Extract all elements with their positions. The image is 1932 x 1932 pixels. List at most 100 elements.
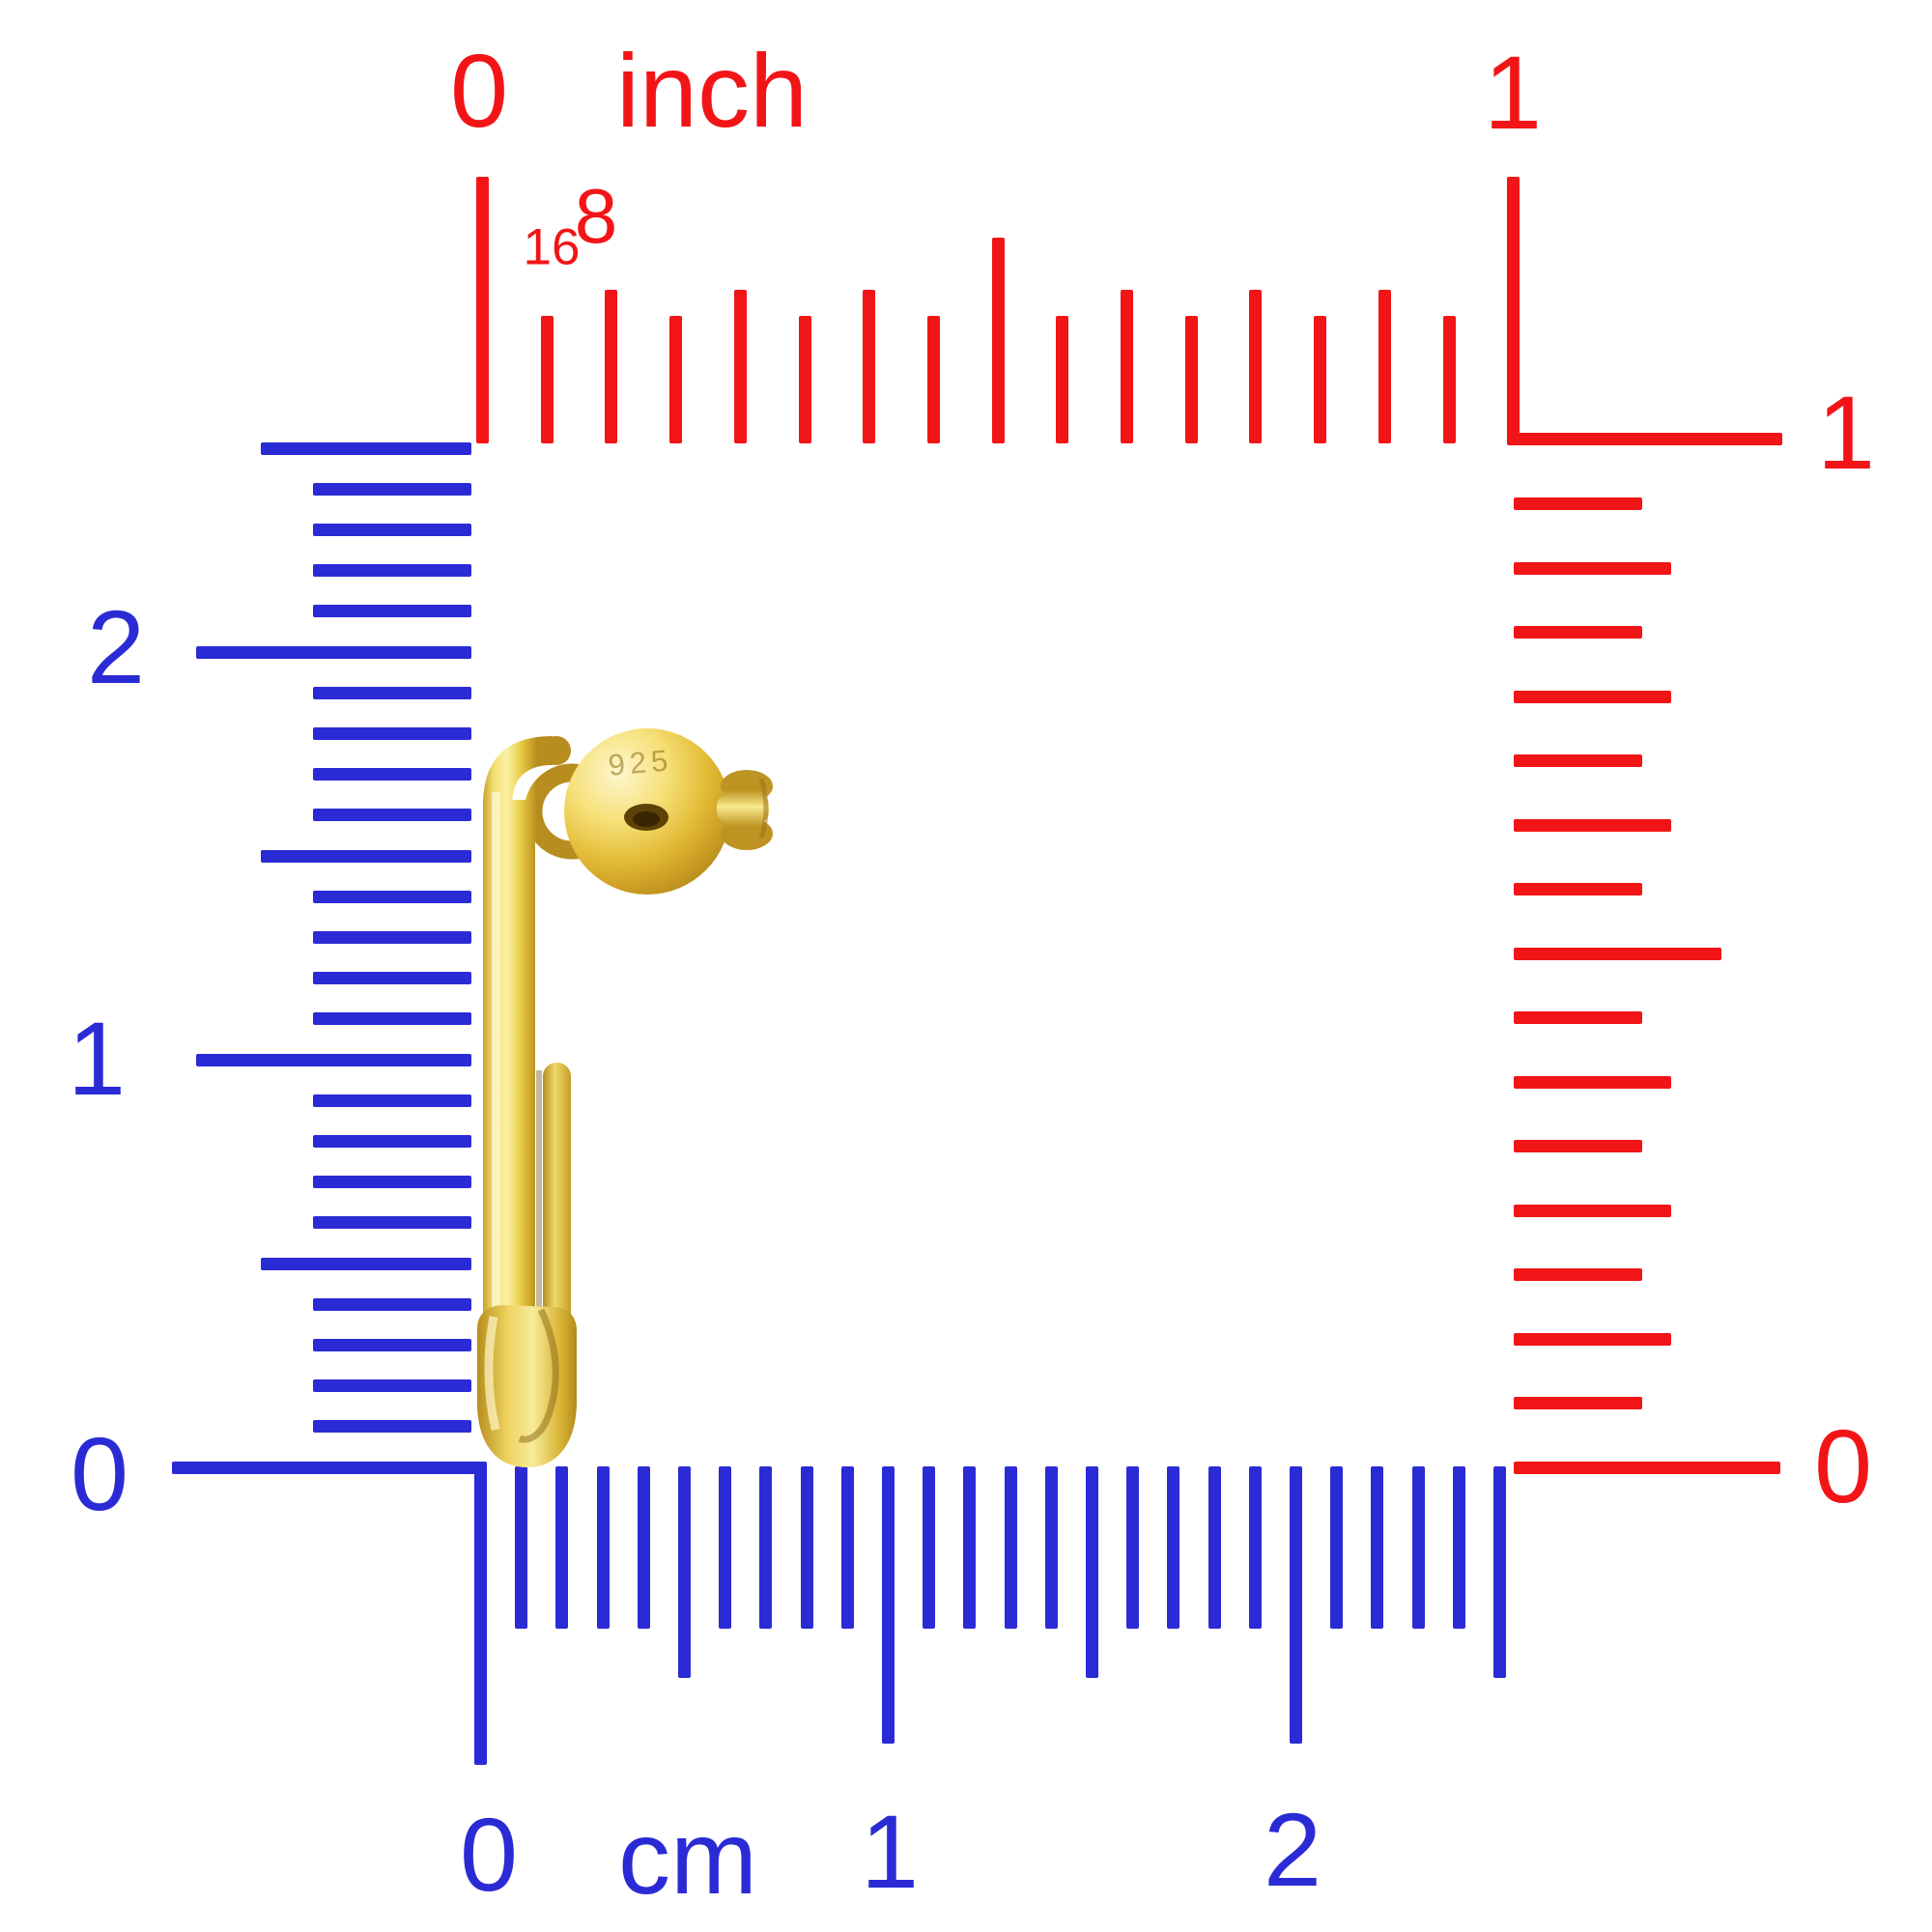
inch-top-tick [1184,316,1198,443]
inch-top-tick [991,238,1005,443]
inch-ruler-one-label-top: 1 [1483,34,1543,151]
clasp-cap-highlight [484,1316,500,1432]
cm-left-tick [261,1257,471,1270]
inch-top-tick [798,316,811,443]
cm-bottom-tick [1290,1466,1302,1744]
post-hole-inner [633,811,660,827]
cm-bottom-tick [637,1466,650,1629]
inch-ruler-zero-label: 0 [449,32,509,149]
inch-right-tick [1514,947,1721,960]
inch-top-tick [1507,177,1520,443]
cm-bottom-tick [1086,1466,1098,1678]
cm-bottom-tick [1004,1466,1017,1629]
cm-bottom-tick [515,1466,528,1629]
cm-bottom-tick [719,1466,732,1629]
cm-bottom-tick [882,1466,895,1744]
pin-bar [483,800,535,1350]
cm-bottom-tick [923,1466,936,1629]
inch-right-tick [1514,1011,1642,1024]
inch-right-tick [1514,754,1642,767]
cm-ruler-left-label-2: 2 [86,588,146,705]
clutch-lobe-top [721,770,773,803]
pin-bar-highlight [492,792,500,1339]
cm-left-tick [313,1176,471,1189]
cm-left-tick [196,645,471,659]
inch-right-tick [1514,883,1642,895]
inch-top-tick [926,316,940,443]
cm-left-tick [313,686,471,699]
cm-ruler-bottom-label-2: 2 [1263,1791,1322,1908]
inch-ruler-one-label-right: 1 [1816,374,1876,491]
cm-left-tick [313,564,471,578]
inch-ruler-zero-label-right: 0 [1813,1407,1873,1524]
clutch-lobe-bottom [721,817,773,850]
cm-ruler-unit-label: cm [618,1799,757,1916]
inch-top-tick [1249,290,1263,443]
cm-bottom-tick [678,1466,691,1678]
cm-left-tick [313,972,471,985]
cm-bottom-tick [1371,1466,1384,1629]
clutch-notch [758,778,769,839]
inch-right-tick [1514,497,1642,510]
inch-right-tick [1514,1204,1671,1217]
inch-right-zero-line [1514,1462,1780,1474]
inch-top-tick [476,177,489,443]
inch-right-tick [1514,626,1642,639]
inch-right-tick [1514,1332,1671,1346]
cm-left-tick [313,1297,471,1311]
pin-hook [483,736,553,806]
cm-bottom-tick [555,1466,569,1629]
inch-top-tick [1121,290,1133,443]
cm-bottom-tick [840,1466,854,1629]
inch-top-tick [863,290,876,443]
inch-right-tick [1514,818,1671,832]
cm-bottom-tick [1167,1466,1180,1629]
hallmark-stamp: 925 [607,743,674,782]
cm-left-tick [261,849,471,863]
cm-left-tick [313,523,471,536]
inch-right-tick [1514,1140,1642,1152]
inch-top-tick [1442,316,1456,443]
cm-bottom-tick [800,1466,813,1629]
cm-left-tick [313,890,471,903]
inch-right-tick [1514,1397,1642,1409]
cm-bottom-tick [963,1466,977,1629]
cm-left-tick [313,1216,471,1230]
inch-top-tick [669,316,683,443]
clasp-cap-channel [518,1308,559,1443]
cm-ruler-left-label-0: 0 [70,1415,129,1532]
inch-top-tick [733,290,747,443]
cm-left-tick [313,1379,471,1393]
cm-bottom-tick [1208,1466,1221,1629]
inch-ruler-sixteenths-label: 16 [523,218,581,276]
cm-bottom-tick [474,1466,487,1765]
cm-left-tick [261,441,471,455]
cm-left-tick [313,1420,471,1434]
inch-right-tick [1514,561,1671,575]
cm-bottom-tick [1411,1466,1425,1629]
cm-left-tick [313,1338,471,1351]
cm-bottom-tick [1330,1466,1344,1629]
cm-bottom-tick [759,1466,773,1629]
cm-left-tick [313,1134,471,1148]
cm-left-tick [196,1053,471,1066]
cm-left-tick [313,930,471,944]
cm-bottom-tick [1248,1466,1262,1629]
cm-ruler-bottom-label-0: 0 [459,1796,519,1913]
cm-bottom-tick [596,1466,610,1629]
cm-ruler-left-label-1: 1 [67,1000,127,1117]
safety-pin-earring-photo: 925 [477,728,773,1467]
cm-ruler-bottom-label-1: 1 [860,1793,920,1910]
inch-ruler-unit-label: inch [615,32,809,149]
cm-left-zero-line [172,1462,487,1474]
inch-top-tick [605,290,618,443]
pin-hook-tip [542,736,571,765]
cm-bottom-tick [1044,1466,1058,1629]
cm-bottom-tick [1452,1466,1465,1629]
cm-left-tick [313,768,471,781]
cm-left-tick [313,726,471,740]
pin-wire [543,1063,571,1343]
cm-bottom-tick [1126,1466,1140,1629]
cm-bottom-tick [1493,1466,1506,1678]
inch-top-tick [1378,290,1391,443]
